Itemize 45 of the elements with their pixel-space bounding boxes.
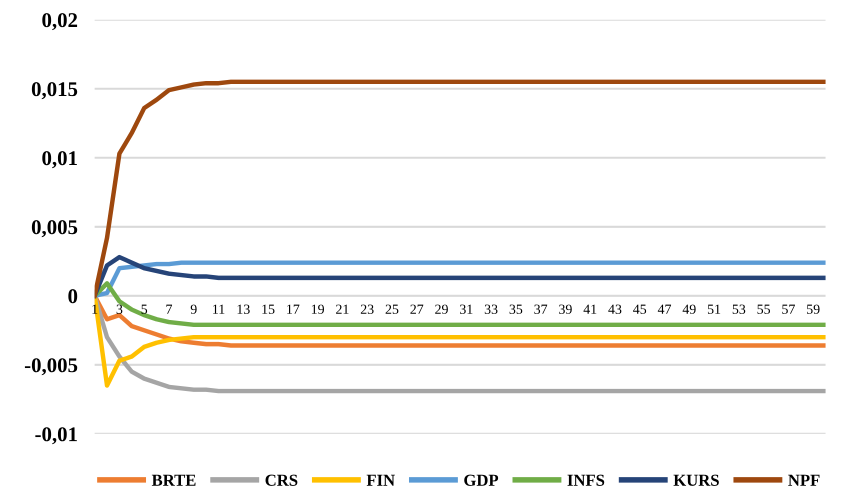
y-tick-label: -0,005 [24, 358, 78, 376]
y-tick-label: -0,01 [35, 427, 77, 444]
x-tick-label: 49 [682, 304, 696, 314]
x-tick-label: 39 [559, 304, 572, 314]
x-tick-label: 3 [116, 304, 122, 314]
x-tick-label: 33 [484, 304, 498, 314]
x-tick-label: 31 [460, 304, 472, 314]
x-tick-label: 47 [658, 304, 672, 314]
x-tick-label: 7 [166, 304, 172, 314]
x-tick-label: 51 [708, 304, 720, 314]
y-tick-label: 0,015 [32, 82, 78, 100]
y-tick-label: 0 [68, 289, 78, 304]
legend-label: GDP [464, 474, 498, 486]
legend-label: KURS [674, 474, 719, 486]
x-tick-label: 9 [190, 304, 197, 314]
y-tick-label: 0,005 [32, 220, 78, 238]
legend-label: CRS [266, 474, 298, 486]
x-tick-label: 15 [262, 304, 274, 314]
legend-label: NPF [788, 474, 820, 486]
x-tick-label: 25 [386, 304, 398, 314]
x-tick-label: 23 [360, 304, 374, 314]
x-tick-label: 55 [757, 304, 770, 314]
x-tick-label: 57 [782, 304, 795, 314]
line-series [94, 80, 826, 298]
x-tick-label: 35 [510, 304, 522, 314]
x-tick-label: 21 [336, 304, 349, 314]
x-tick-label: 11 [213, 304, 224, 314]
x-tick-label: 59 [807, 304, 820, 314]
x-tick-label: 53 [732, 304, 746, 314]
y-tick-label: 0,02 [42, 13, 78, 30]
x-tick-label: 27 [410, 304, 424, 314]
x-tick-label: 41 [584, 304, 596, 314]
x-tick-label: 19 [312, 304, 324, 314]
legend-label: FIN [366, 474, 395, 486]
legend-label: INFS [568, 474, 604, 486]
x-tick-label: 37 [534, 304, 548, 314]
x-tick-label: 5 [142, 304, 148, 314]
x-tick-label: 29 [435, 304, 448, 314]
x-tick-label: 17 [287, 304, 300, 314]
y-tick-label: 0,01 [42, 151, 77, 168]
x-tick-label: 43 [608, 304, 622, 314]
line-series [94, 281, 826, 328]
x-tick-label: 13 [238, 304, 250, 314]
legend-label: BRTE [152, 474, 196, 486]
x-tick-label: 45 [633, 304, 646, 314]
